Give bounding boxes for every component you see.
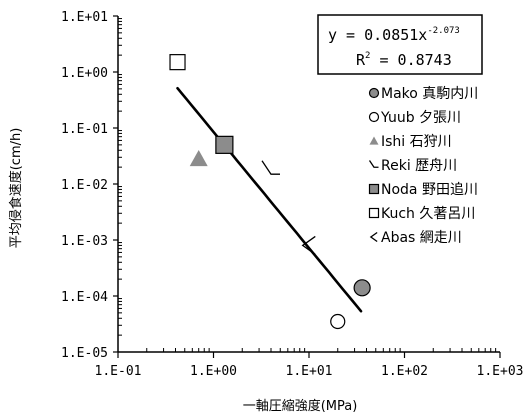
y-axis-title: 平均侵食速度(cm/h): [8, 128, 24, 249]
equation-box-frame: [317, 14, 483, 75]
legend-label-abas: Abas 網走川: [381, 230, 462, 246]
x-tick-label: 1.E+02: [381, 364, 428, 379]
x-axis-title: 一軸圧縮強度(MPa): [243, 398, 358, 414]
equation-box: y = 0.0851x-2.073 R2 = 0.8743: [317, 14, 483, 75]
r2-text: R2 = 0.8743: [356, 51, 452, 69]
data-point-mako: [353, 279, 371, 297]
r2-value: = 0.8743: [370, 51, 451, 69]
equation-exponent: -2.073: [427, 26, 460, 36]
trendline-path: [176, 86, 363, 313]
y-tick-label: 1.E-04: [61, 290, 108, 305]
legend-marker-noda: [368, 183, 380, 195]
data-point-yuub: [330, 313, 346, 330]
r2-label: R: [356, 51, 366, 69]
tick-labels: 1.E-01 1.E+00 1.E+01 1.E+02 1.E+03 1.E+01 1.E+…: [61, 10, 523, 379]
y-tick-label: 1.E+00: [61, 66, 108, 81]
y-tick-label: 1.E-01: [61, 122, 108, 137]
data-point-kuch: [169, 54, 186, 71]
ticks: [113, 15, 501, 358]
legend-label-mako: Mako 真駒内川: [381, 86, 478, 102]
data-point-abas: [301, 235, 316, 255]
legend-marker-yuub: [368, 111, 380, 123]
y-tick-label: 1.E-03: [61, 234, 108, 249]
data-points: [169, 54, 371, 330]
legend-label-ishi: Ishi 石狩川: [381, 134, 452, 150]
r2-sup: 2: [365, 51, 370, 61]
data-point-ishi: [189, 149, 208, 167]
legend-label-yuub: Yuub 夕張川: [380, 110, 461, 126]
legend-marker-abas: [369, 231, 378, 243]
legend-marker-kuch: [368, 207, 380, 219]
y-tick-label: 1.E+01: [61, 10, 108, 25]
y-tick-label: 1.E-05: [61, 346, 108, 361]
legend-label-noda: Noda 野田追川: [381, 182, 478, 198]
data-point-reki: [261, 160, 280, 175]
equation-base: y = 0.0851x: [328, 26, 427, 44]
legend-marker-mako: [368, 87, 380, 99]
legend-marker-ishi: [369, 136, 379, 145]
legend-marker-reki: [368, 160, 379, 168]
x-tick-label: 1.E+03: [477, 364, 524, 379]
x-tick-label: 1.E+01: [286, 364, 333, 379]
legend: Mako 真駒内川 Yuub 夕張川 Ishi 石狩川 Reki 歴舟川 Noda 野田…: [368, 86, 478, 246]
legend-label-kuch: Kuch 久著呂川: [381, 206, 475, 222]
data-point-noda: [215, 135, 234, 154]
trendline: [176, 86, 363, 313]
y-tick-label: 1.E-02: [61, 178, 108, 193]
legend-label-reki: Reki 歴舟川: [381, 158, 457, 174]
x-tick-label: 1.E-01: [95, 364, 142, 379]
equation-text: y = 0.0851x-2.073: [328, 26, 460, 44]
x-tick-label: 1.E+00: [190, 364, 237, 379]
